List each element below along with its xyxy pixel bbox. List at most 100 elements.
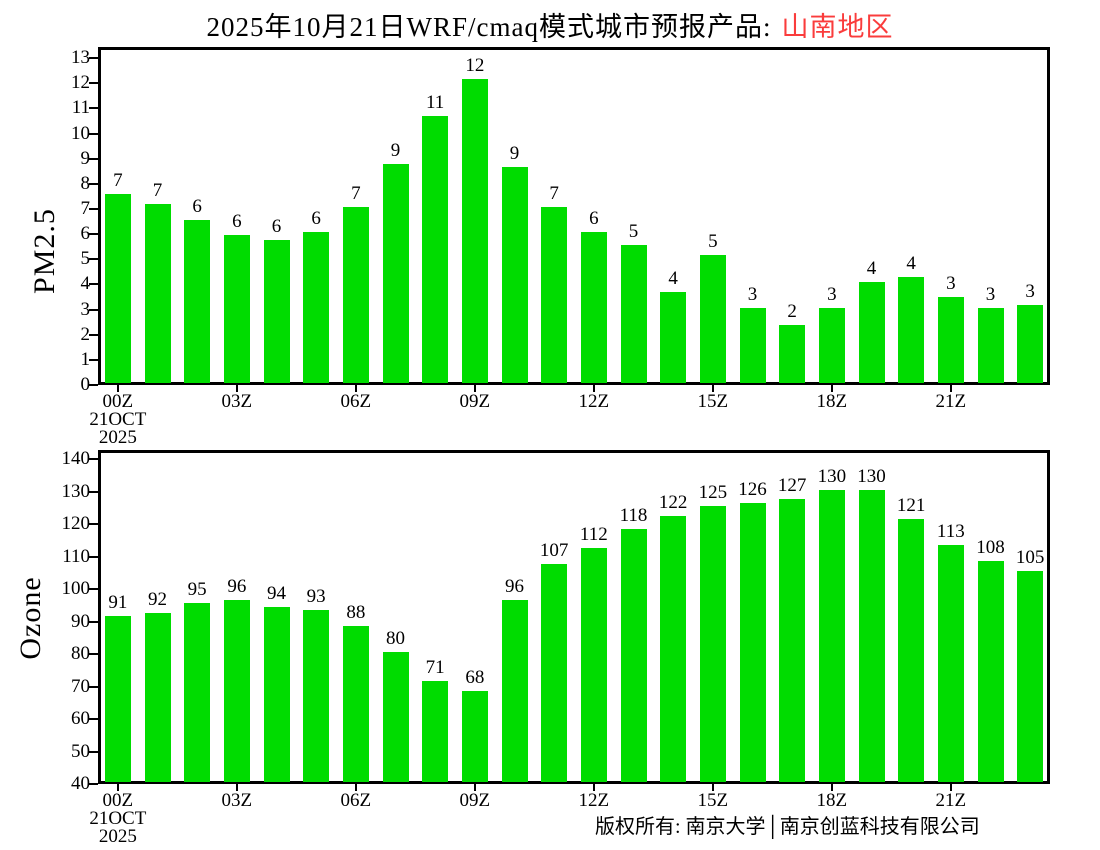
bar	[739, 502, 766, 782]
y-tick-label: 50	[71, 740, 90, 762]
y-tick-label: 4	[80, 273, 91, 295]
x-tick-label: 03Z	[221, 790, 253, 811]
bar	[818, 307, 845, 383]
bar	[422, 116, 449, 383]
bar-value-label: 6	[232, 210, 242, 232]
y-tick-mark	[89, 233, 98, 236]
bar	[184, 603, 211, 782]
bar-value-label: 7	[549, 182, 559, 204]
y-tick-mark	[89, 182, 98, 185]
bar-value-label: 91	[108, 592, 128, 614]
bar-value-label: 7	[152, 180, 163, 202]
bar	[580, 232, 607, 383]
y-tick-label: 3	[80, 298, 91, 320]
bar-value-label: 88	[346, 602, 366, 623]
x-tick-mark	[235, 385, 238, 392]
y-tick-mark	[89, 157, 98, 160]
title-text: 2025年10月21日WRF/cmaq模式城市预报产品:	[206, 12, 772, 42]
bar-value-label: 108	[976, 537, 1005, 558]
y-tick-mark	[89, 333, 98, 336]
x-tick-mark	[711, 385, 714, 392]
bar-value-label: 5	[708, 230, 718, 252]
y-tick-mark	[89, 384, 98, 386]
x-tick-label: 06Z	[340, 391, 372, 412]
y-tick-mark	[89, 207, 98, 210]
y-tick-mark	[89, 620, 98, 623]
bar	[660, 515, 687, 782]
x-tick-mark	[592, 385, 595, 392]
bar	[620, 528, 647, 782]
y-tick-label: 8	[80, 172, 91, 194]
bar-value-label: 12	[465, 54, 485, 76]
x-tick-mark	[116, 784, 119, 791]
bar	[858, 489, 885, 782]
bar-value-label: 93	[306, 585, 326, 607]
x-tick-label: 21Z	[935, 391, 967, 412]
bar	[937, 544, 964, 782]
bar	[342, 206, 369, 383]
bar	[779, 325, 806, 383]
bar-value-label: 107	[539, 540, 569, 562]
bar-value-label: 113	[936, 520, 965, 542]
bar	[382, 652, 409, 782]
y-tick-label: 7	[80, 197, 91, 219]
bar	[699, 505, 726, 782]
x-tick-mark	[830, 385, 833, 392]
y-tick-label: 2	[80, 323, 91, 345]
y-tick-label: 100	[61, 578, 91, 599]
y-tick-label: 60	[71, 708, 90, 729]
y-tick-mark	[89, 783, 98, 785]
bar-value-label: 6	[192, 195, 202, 217]
bar-value-label: 68	[465, 667, 485, 688]
copyright-text: 版权所有: 南京大学│南京创蓝科技有限公司	[595, 816, 980, 838]
y-tick-mark	[89, 653, 98, 655]
bar	[541, 564, 568, 782]
x-tick-mark	[235, 784, 238, 791]
x-tick-label: 18Z	[816, 391, 848, 412]
y-tick-label: 10	[71, 122, 90, 144]
bar	[422, 681, 449, 782]
page-title: 2025年10月21日WRF/cmaq模式城市预报产品: 山南地区	[0, 5, 1100, 44]
x-tick-label: 15Z	[697, 391, 729, 412]
bar	[104, 616, 131, 782]
bar-value-label: 105	[1015, 546, 1045, 568]
bar	[1017, 570, 1044, 782]
x-date-label: 2025	[98, 826, 137, 847]
bar	[501, 600, 528, 782]
y-tick-label: 1	[80, 348, 91, 370]
bar	[779, 499, 806, 782]
y-tick-mark	[89, 283, 98, 286]
x-tick-label: 03Z	[221, 391, 253, 412]
bar	[977, 561, 1004, 782]
bar	[303, 232, 330, 383]
pm25-plot-area	[98, 47, 1050, 385]
bar-value-label: 125	[698, 481, 728, 503]
bar	[382, 164, 409, 383]
y-tick-mark	[89, 308, 98, 311]
bar	[223, 234, 250, 383]
x-tick-mark	[116, 385, 119, 392]
y-tick-label: 80	[71, 643, 90, 664]
x-date-label: 2025	[98, 427, 137, 448]
bar-value-label: 11	[426, 92, 445, 114]
bar-value-label: 3	[1025, 281, 1035, 303]
bar	[1017, 305, 1044, 383]
bar	[541, 206, 568, 383]
x-date-label: 21OCT	[89, 409, 147, 430]
y-tick-mark	[89, 358, 98, 361]
bar-value-label: 6	[271, 215, 282, 237]
bar-value-label: 130	[817, 465, 847, 487]
y-tick-mark	[89, 132, 98, 135]
bar	[263, 606, 290, 782]
bar	[223, 600, 250, 782]
y-tick-mark	[89, 523, 98, 525]
bar	[699, 254, 726, 383]
x-tick-label: 09Z	[459, 391, 491, 412]
y-tick-mark	[89, 718, 98, 720]
ozone-plot-area	[98, 450, 1050, 784]
y-tick-mark	[89, 750, 98, 753]
bar-value-label: 130	[857, 465, 886, 487]
y-tick-mark	[89, 458, 98, 460]
y-tick-label: 13	[71, 47, 90, 69]
